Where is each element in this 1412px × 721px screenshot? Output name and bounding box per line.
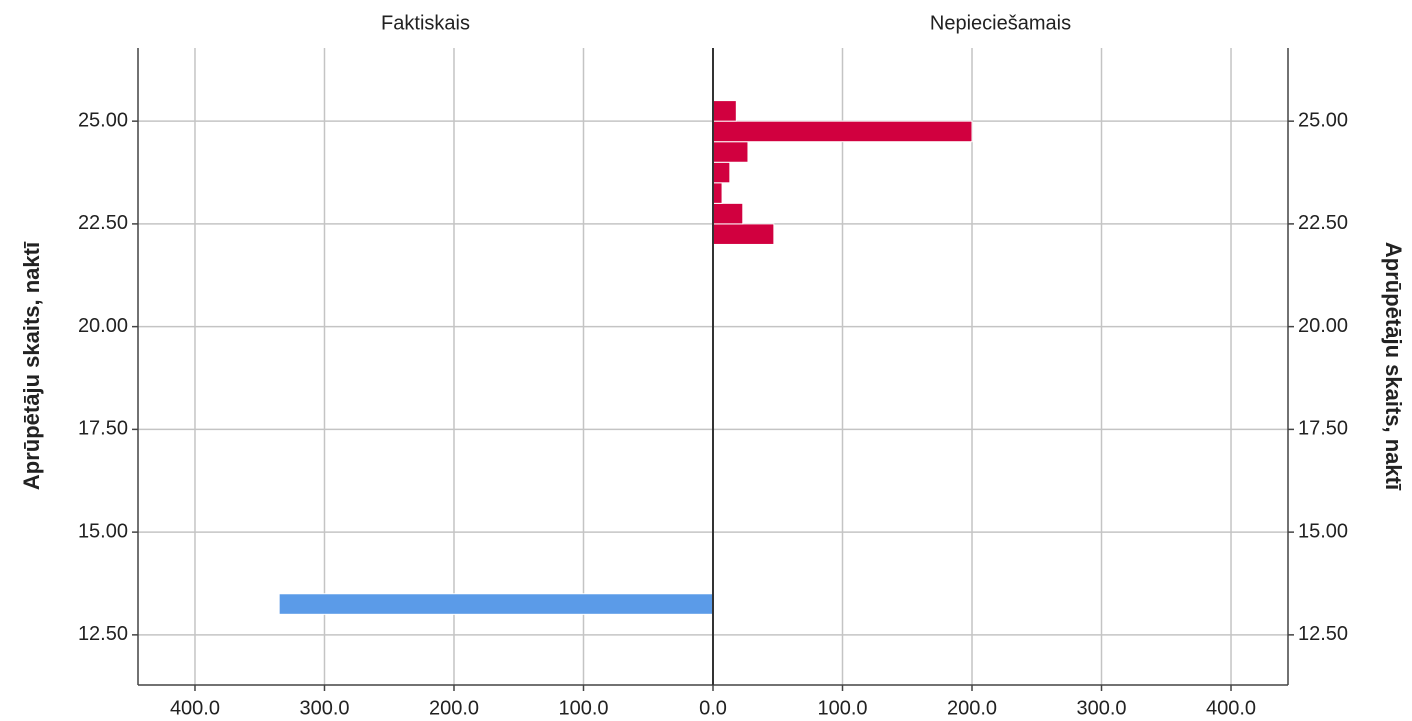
y-tick-label: 22.50 [78, 212, 128, 234]
x-tick-label: 300.0 [1076, 697, 1126, 719]
y-axis-label-right: Aprūpētāju skaits, naktī [1381, 242, 1406, 491]
bar [712, 182, 723, 204]
x-tick-label: 300.0 [299, 697, 349, 719]
y-tick-label-right: 17.50 [1298, 418, 1348, 440]
bar [712, 161, 731, 184]
x-tick-label: 100.0 [817, 697, 867, 719]
y-tick-label-right: 20.00 [1298, 315, 1348, 337]
x-tick-label: 200.0 [429, 697, 479, 719]
y-tick-label: 15.00 [78, 520, 128, 542]
bar [712, 100, 737, 122]
x-tick-label: 0.0 [699, 697, 727, 719]
y-tick-label-right: 22.50 [1298, 212, 1348, 234]
panel-title: Nepieciešamais [930, 12, 1071, 34]
y-tick-label-right: 15.00 [1298, 520, 1348, 542]
x-tick-label: 400.0 [170, 697, 220, 719]
x-tick-label: 200.0 [947, 697, 997, 719]
x-tick-label: 100.0 [558, 697, 608, 719]
y-tick-label-right: 12.50 [1298, 623, 1348, 645]
panel-title: Faktiskais [381, 12, 470, 34]
bar [712, 120, 973, 143]
y-tick-label: 17.50 [78, 418, 128, 440]
bar [712, 141, 749, 163]
y-axis-label: Aprūpētāju skaits, naktī [19, 241, 44, 490]
x-tick-label: 400.0 [1206, 697, 1256, 719]
bar [278, 593, 714, 615]
bar [712, 202, 744, 225]
bar [712, 223, 775, 245]
y-tick-label: 12.50 [78, 623, 128, 645]
y-tick-label-right: 25.00 [1298, 109, 1348, 131]
y-tick-label: 25.00 [78, 109, 128, 131]
y-tick-label: 20.00 [78, 315, 128, 337]
